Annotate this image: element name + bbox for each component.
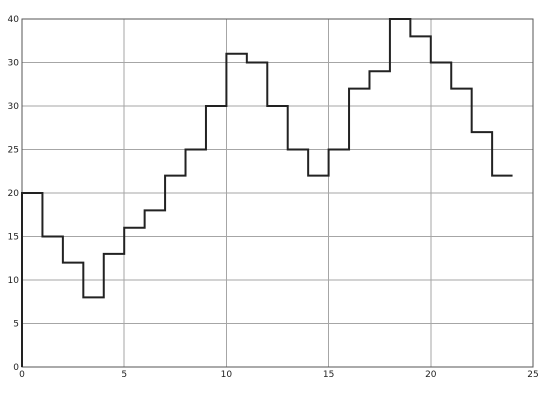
series-layer <box>21 18 513 367</box>
y-tick-label: 30 <box>8 102 20 112</box>
y-tick-label: 10 <box>8 276 20 286</box>
y-tick-label: 25 <box>8 146 19 156</box>
y-tick-label: 0 <box>13 363 19 373</box>
tick-label-layer: 0 5 10 15 20 25 0 5 10 15 20 25 30 30 40 <box>8 15 539 380</box>
x-tick-label: 0 <box>19 370 25 380</box>
series-step-line <box>21 18 513 367</box>
y-tick-label: 30 <box>8 59 20 69</box>
y-tick-label: 5 <box>13 320 19 330</box>
x-tick-label: 10 <box>221 370 233 380</box>
y-tick-label: 15 <box>8 233 19 243</box>
y-tick-label: 20 <box>8 189 20 199</box>
x-tick-label: 25 <box>527 370 538 380</box>
y-tick-label: 40 <box>8 15 20 25</box>
grid-layer <box>21 18 534 368</box>
x-tick-label: 15 <box>323 370 334 380</box>
x-tick-label: 20 <box>425 370 437 380</box>
x-tick-label: 5 <box>121 370 127 380</box>
